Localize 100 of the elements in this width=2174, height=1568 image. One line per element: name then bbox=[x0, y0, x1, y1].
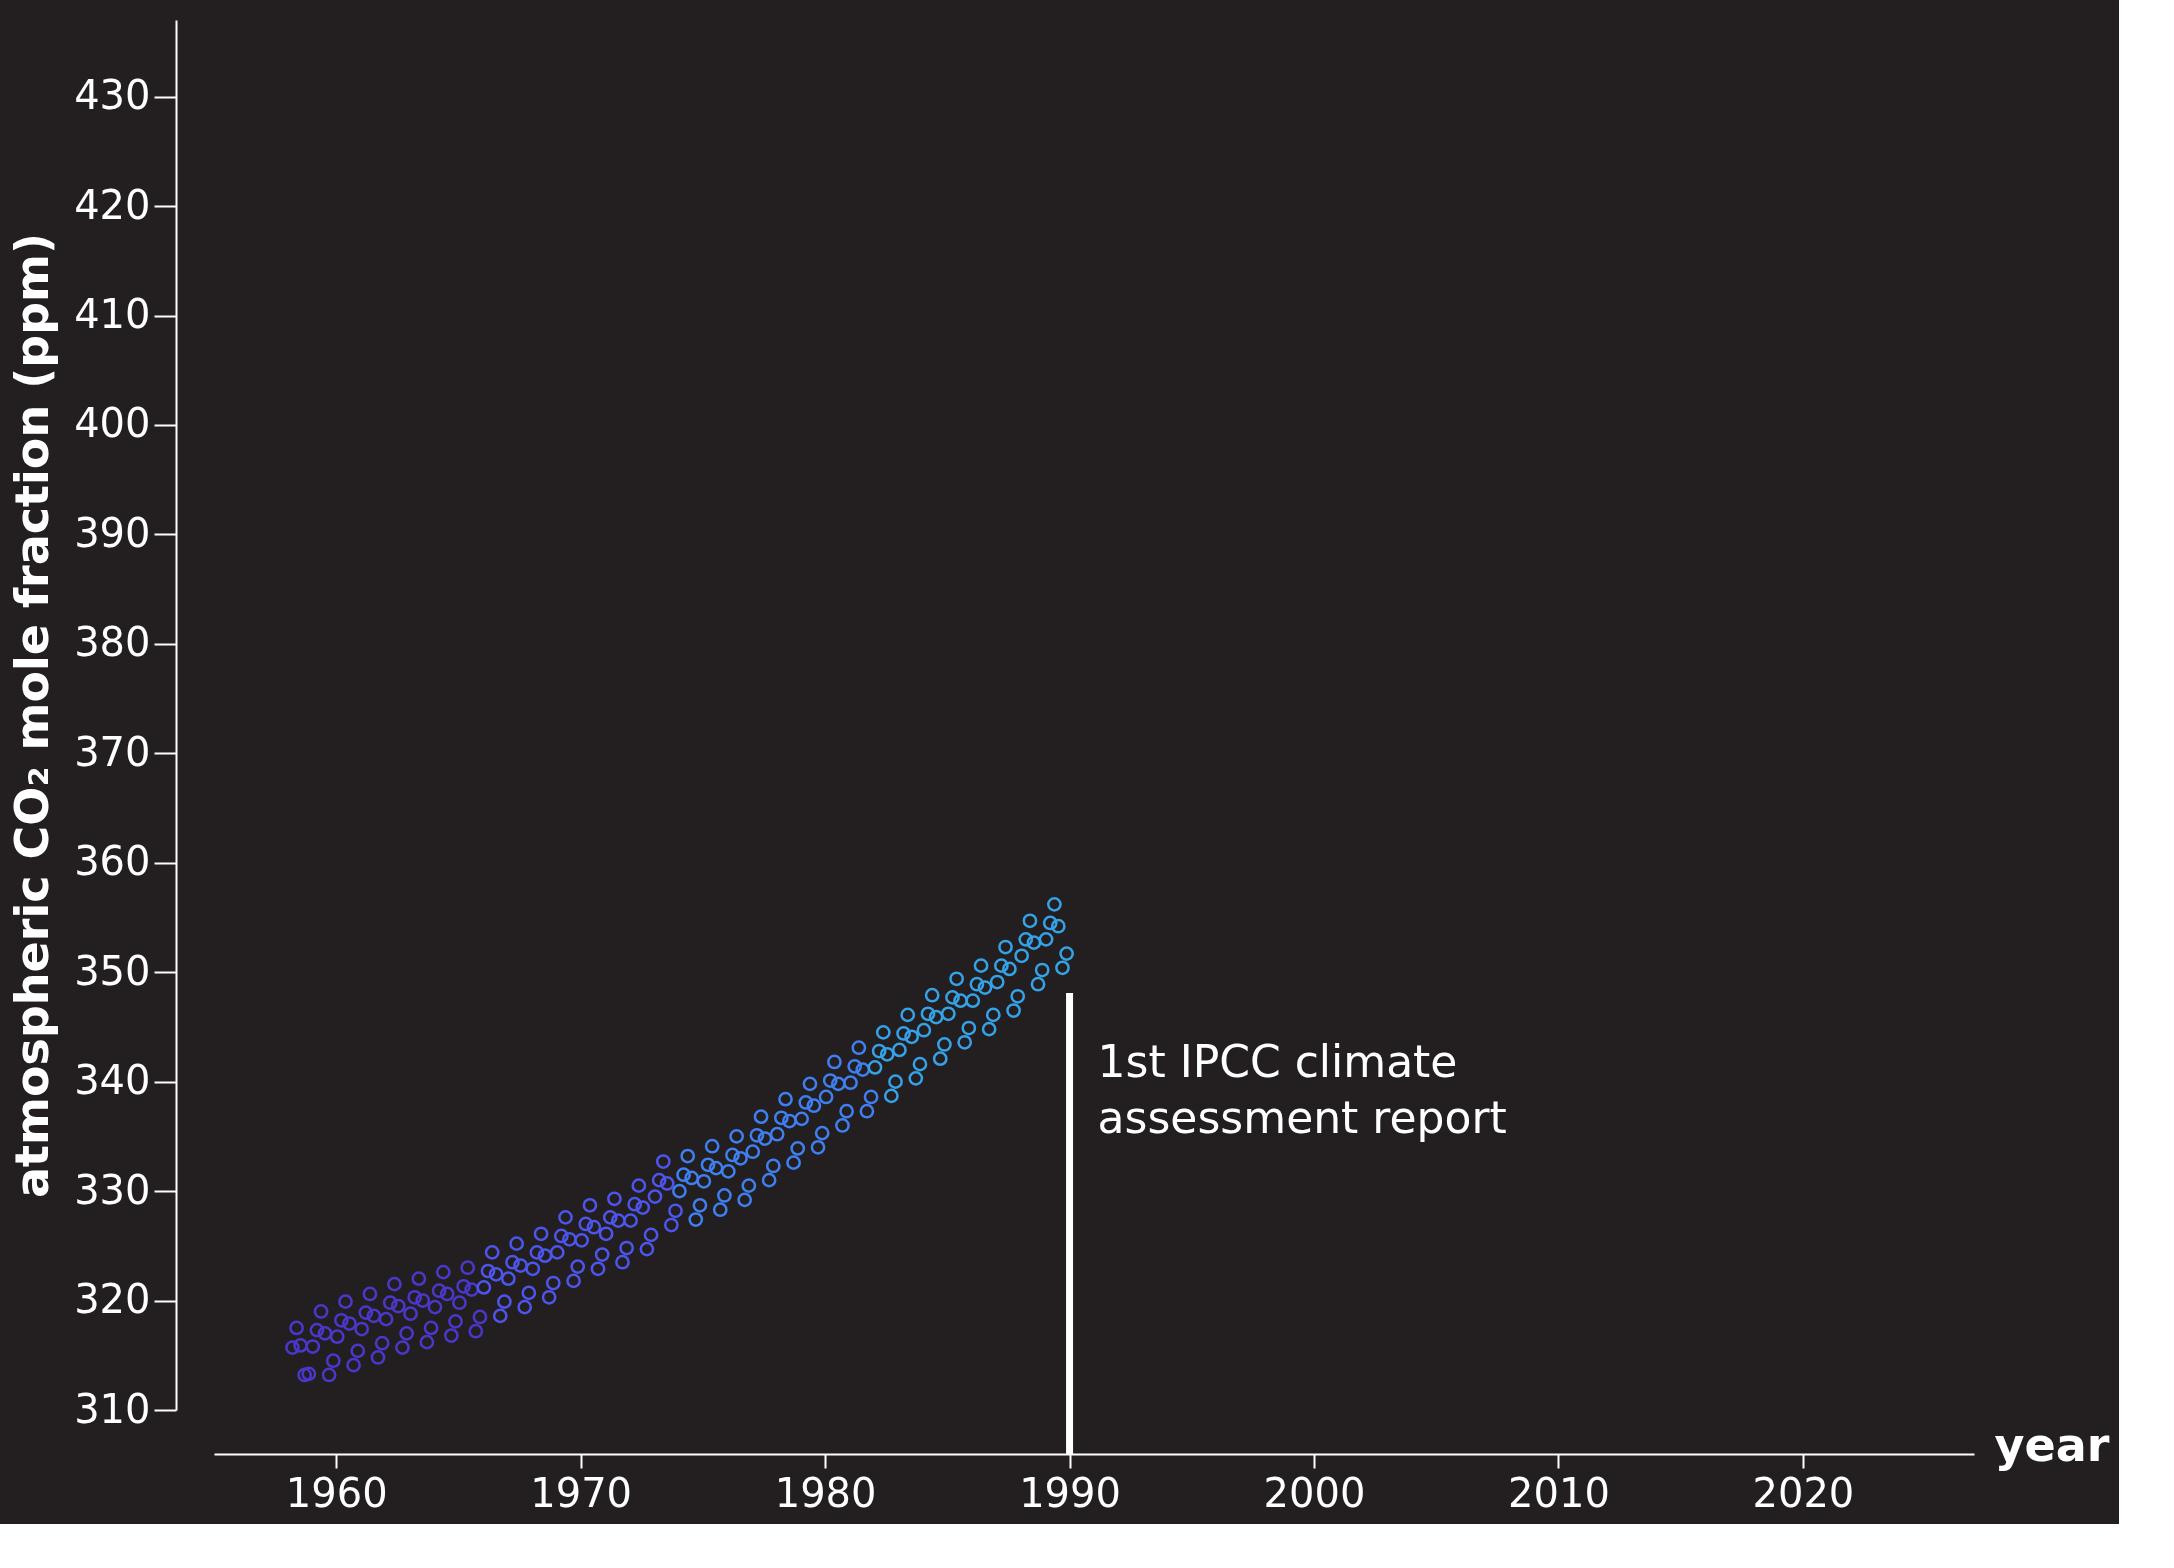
point bbox=[773, 1110, 789, 1126]
point bbox=[325, 1353, 341, 1369]
point bbox=[533, 1226, 549, 1242]
y-tick-label: 400 bbox=[74, 400, 151, 447]
point bbox=[712, 1202, 728, 1218]
point bbox=[814, 1125, 830, 1141]
x-tick-label: 2020 bbox=[1752, 1469, 1855, 1516]
point bbox=[892, 1042, 907, 1058]
point bbox=[1026, 935, 1042, 951]
point bbox=[431, 1283, 447, 1299]
point bbox=[676, 1167, 691, 1183]
point bbox=[647, 1189, 663, 1204]
point bbox=[549, 1245, 565, 1260]
point bbox=[888, 1074, 903, 1090]
point bbox=[623, 1213, 638, 1229]
point bbox=[908, 1071, 924, 1086]
point bbox=[317, 1326, 333, 1341]
point bbox=[737, 1192, 753, 1208]
point bbox=[720, 1164, 736, 1179]
point bbox=[839, 1103, 854, 1119]
point bbox=[847, 1058, 863, 1074]
point bbox=[684, 1170, 700, 1186]
point bbox=[949, 971, 964, 987]
point bbox=[354, 1321, 370, 1337]
point bbox=[598, 1226, 614, 1242]
point bbox=[883, 1088, 899, 1104]
point bbox=[374, 1335, 390, 1351]
point bbox=[977, 980, 993, 995]
point bbox=[309, 1322, 325, 1338]
point bbox=[342, 1316, 357, 1331]
point bbox=[492, 1308, 508, 1324]
point bbox=[366, 1308, 382, 1324]
x-tick-label: 1980 bbox=[774, 1469, 877, 1516]
point bbox=[1038, 932, 1054, 947]
point bbox=[289, 1320, 304, 1336]
y-tick-label: 340 bbox=[74, 1057, 151, 1104]
point bbox=[953, 993, 968, 1009]
point bbox=[871, 1043, 887, 1059]
point bbox=[329, 1329, 345, 1345]
point bbox=[627, 1196, 643, 1212]
point bbox=[399, 1326, 414, 1341]
point bbox=[619, 1240, 634, 1256]
point bbox=[753, 1109, 769, 1125]
point bbox=[749, 1127, 765, 1143]
point bbox=[390, 1298, 406, 1314]
point bbox=[668, 1203, 683, 1219]
point bbox=[387, 1276, 402, 1292]
point bbox=[798, 1095, 814, 1110]
point bbox=[655, 1154, 671, 1169]
point bbox=[1055, 960, 1070, 976]
point bbox=[346, 1357, 361, 1373]
point bbox=[1010, 988, 1026, 1004]
point bbox=[778, 1091, 793, 1107]
point bbox=[961, 1020, 977, 1036]
point bbox=[729, 1129, 744, 1144]
point bbox=[928, 1009, 944, 1025]
y-tick-label: 420 bbox=[74, 181, 151, 228]
point bbox=[1047, 896, 1062, 912]
point bbox=[659, 1176, 675, 1191]
point bbox=[989, 974, 1005, 990]
point bbox=[338, 1294, 353, 1310]
point bbox=[293, 1338, 308, 1353]
point bbox=[957, 1034, 973, 1050]
point bbox=[305, 1339, 321, 1354]
point bbox=[574, 1232, 590, 1248]
point bbox=[419, 1334, 435, 1350]
point bbox=[782, 1113, 797, 1129]
point bbox=[610, 1213, 626, 1229]
point bbox=[472, 1309, 488, 1325]
point bbox=[301, 1366, 317, 1382]
y-tick-label: 410 bbox=[74, 291, 151, 338]
point bbox=[745, 1144, 761, 1160]
point bbox=[643, 1227, 659, 1243]
point bbox=[415, 1293, 431, 1308]
point bbox=[285, 1340, 300, 1355]
point bbox=[761, 1172, 777, 1188]
point bbox=[692, 1197, 708, 1213]
point bbox=[973, 958, 989, 973]
point bbox=[822, 1073, 838, 1088]
point bbox=[602, 1210, 618, 1225]
point bbox=[607, 1191, 622, 1207]
point bbox=[509, 1236, 524, 1251]
point bbox=[460, 1260, 476, 1276]
point bbox=[586, 1219, 602, 1235]
point bbox=[708, 1160, 724, 1176]
point bbox=[362, 1286, 378, 1302]
point bbox=[615, 1254, 630, 1270]
ref-line-label: 1st IPCC climate assessment report bbox=[1097, 1035, 1507, 1143]
point bbox=[435, 1264, 451, 1280]
point bbox=[1014, 948, 1030, 964]
y-tick-label: 330 bbox=[74, 1166, 151, 1213]
point bbox=[517, 1299, 533, 1315]
point bbox=[1034, 962, 1050, 978]
point bbox=[769, 1126, 785, 1142]
point bbox=[570, 1259, 586, 1274]
point bbox=[916, 1022, 932, 1038]
point bbox=[313, 1304, 329, 1319]
y-tick-label: 360 bbox=[74, 838, 151, 885]
point bbox=[529, 1245, 545, 1260]
point bbox=[423, 1320, 439, 1336]
